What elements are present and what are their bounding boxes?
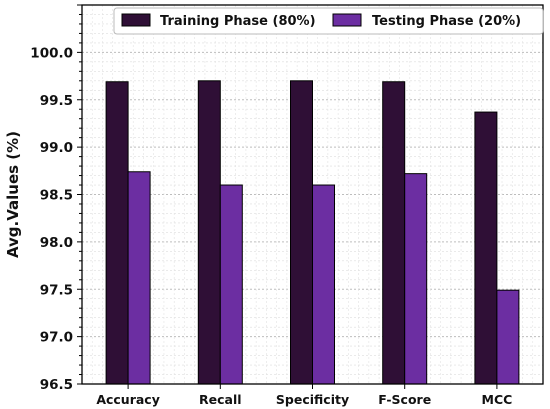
bar-training-mcc <box>474 111 498 385</box>
y-tick-label: 98.5 <box>40 188 73 204</box>
bar-training-specificity <box>290 80 313 385</box>
y-tick-label: 97.0 <box>40 330 73 346</box>
legend-swatch-training <box>121 13 151 27</box>
bar-training-recall <box>197 80 221 385</box>
y-tick-label: 98.0 <box>40 235 73 251</box>
legend-label-training: Training Phase (80%) <box>160 14 316 29</box>
y-tick-label: 100.0 <box>30 45 73 61</box>
legend-box <box>113 7 544 35</box>
y-tick-label: 99.0 <box>40 140 73 156</box>
bar-testing-f-score <box>404 173 428 385</box>
bar-training-accuracy <box>105 81 129 385</box>
x-tick-label: Recall <box>199 392 242 407</box>
y-tick-label: 97.5 <box>40 282 73 298</box>
x-tick-label: Specificity <box>276 392 349 407</box>
y-axis-label: Avg.Values (%) <box>4 131 22 258</box>
bar-training-f-score <box>382 81 406 385</box>
legend: Training Phase (80%) Testing Phase (20%) <box>113 7 544 35</box>
y-tick-label: 99.5 <box>40 93 73 109</box>
bar-testing-accuracy <box>127 171 151 385</box>
x-tick-label: F-Score <box>378 392 431 407</box>
bar-testing-mcc <box>496 289 520 385</box>
x-tick-label: MCC <box>482 392 513 407</box>
axis-ticks: 96.5 97.0 97.5 98.0 98.5 99.0 99.5 100.0 Accurac… <box>30 4 513 407</box>
y-tick-label: 96.5 <box>40 377 73 393</box>
legend-label-testing: Testing Phase (20%) <box>372 14 521 29</box>
bar-testing-specificity <box>312 184 335 385</box>
bars <box>105 80 520 385</box>
legend-swatch-testing <box>332 13 362 27</box>
x-tick-label: Accuracy <box>96 392 160 407</box>
bar-testing-recall <box>219 184 243 385</box>
